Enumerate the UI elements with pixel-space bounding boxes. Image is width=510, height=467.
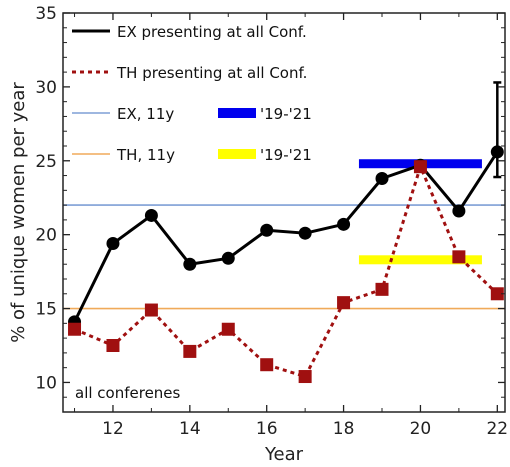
- point-1-1: [106, 339, 120, 352]
- point-0-10: [452, 204, 466, 218]
- series-line-1: [73, 165, 499, 379]
- y-tick-label: 20: [35, 226, 57, 246]
- x-tick-label: 18: [333, 419, 355, 439]
- point-1-8: [375, 282, 389, 296]
- point-0-4: [221, 251, 235, 265]
- reference-lines: [63, 204, 505, 310]
- point-0-1: [106, 237, 120, 251]
- point-0-2: [144, 208, 158, 222]
- legend-label-period-blue: '19-'21: [260, 105, 312, 123]
- point-1-7: [337, 296, 351, 310]
- legend-swatch-period-blue: [218, 108, 256, 118]
- y-tick-label: 30: [35, 78, 57, 98]
- legend: EX presenting at all Conf. TH presenting…: [72, 23, 312, 164]
- plot-frame: [62, 12, 506, 413]
- point-0-5: [260, 223, 274, 237]
- y-axis-title: % of unique women per year: [8, 82, 29, 343]
- x-tick-label: 20: [410, 419, 432, 439]
- point-1-11: [490, 287, 504, 301]
- period-bar-1: [358, 255, 482, 265]
- point-0-11: [490, 145, 504, 159]
- point-1-9: [413, 160, 427, 174]
- chart-annotation: all conferenes: [75, 384, 181, 402]
- point-1-5: [260, 358, 274, 372]
- point-0-6: [298, 226, 312, 240]
- point-1-0: [68, 322, 82, 336]
- axis-ticks: 12 14 16 18 20 22 10 15 20 25 30 35: [35, 4, 508, 439]
- point-1-10: [452, 250, 466, 264]
- y-tick-label: 15: [35, 300, 57, 320]
- point-1-3: [183, 344, 197, 358]
- x-tick-label: 22: [486, 419, 508, 439]
- point-1-2: [144, 303, 158, 317]
- legend-label-ex-11y: EX, 11y: [117, 105, 174, 123]
- x-axis-title: Year: [264, 444, 304, 465]
- x-tick-label: 14: [179, 419, 201, 439]
- y-tick-label: 10: [35, 373, 57, 393]
- legend-label-period-yellow: '19-'21: [260, 146, 312, 164]
- y-tick-label: 25: [35, 152, 57, 172]
- point-1-4: [221, 322, 235, 336]
- point-1-6: [298, 370, 312, 384]
- series-line-0: [73, 151, 499, 323]
- x-tick-label: 16: [256, 419, 278, 439]
- x-tick-label: 12: [102, 419, 124, 439]
- legend-label-ex: EX presenting at all Conf.: [117, 23, 307, 41]
- legend-swatch-period-yellow: [218, 149, 256, 159]
- point-0-7: [337, 217, 351, 231]
- legend-label-th: TH presenting at all Conf.: [116, 64, 307, 82]
- legend-label-th-11y: TH, 11y: [116, 146, 175, 164]
- y-tick-label: 35: [35, 4, 57, 24]
- series-layer: [68, 81, 504, 384]
- point-0-3: [183, 257, 197, 271]
- point-0-8: [375, 172, 389, 186]
